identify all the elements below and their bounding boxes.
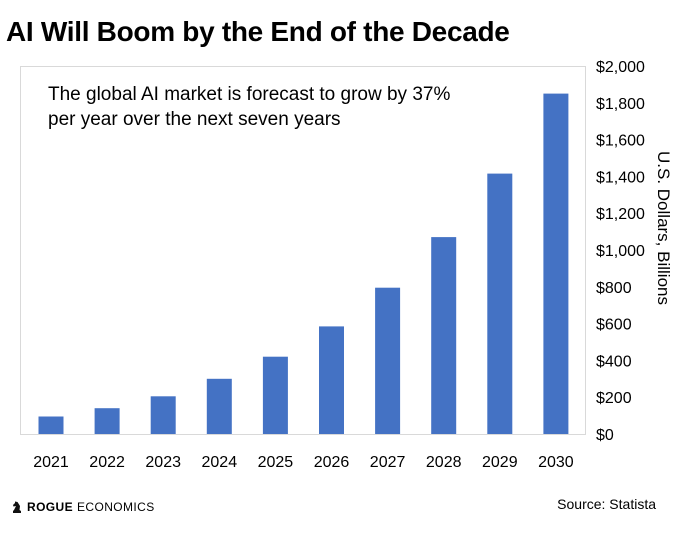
x-tick-label: 2028 <box>426 454 462 471</box>
chart-annotation-line-1: The global AI market is forecast to grow… <box>48 84 450 105</box>
chart-annotation-line-2: per year over the next seven years <box>48 109 341 130</box>
y-tick-label: $800 <box>596 280 632 297</box>
source-note: Source: Statista <box>557 496 656 512</box>
x-tick-label: 2029 <box>482 454 518 471</box>
x-tick-label: 2024 <box>202 454 238 471</box>
bar-2021 <box>38 416 64 434</box>
bar-2023 <box>150 396 176 434</box>
x-tick-label: 2027 <box>370 454 406 471</box>
bar-2026 <box>319 326 344 434</box>
brand-name-light: ECONOMICS <box>77 500 155 514</box>
x-tick-label: 2025 <box>258 454 294 471</box>
bar-2028 <box>431 237 457 434</box>
y-tick-labels: $0 $200 $400 $600 $800 $1,000 $1,200 $1,400 $1,6… <box>596 59 645 444</box>
y-tick-label: $2,000 <box>596 59 645 76</box>
bar-2027 <box>375 287 401 434</box>
y-tick-label: $1,600 <box>596 133 645 150</box>
x-tick-labels: 2021 2022 2023 2024 2025 2026 2027 2028 2029 2030 <box>33 454 574 471</box>
brand-logo: ROGUE ECONOMICS <box>10 500 155 514</box>
y-axis-label: U.S. Dollars, Billions <box>654 151 673 305</box>
y-tick-label: $1,400 <box>596 169 645 186</box>
bars-group <box>38 93 569 434</box>
y-tick-label: $1,000 <box>596 243 645 260</box>
x-tick-label: 2021 <box>33 454 69 471</box>
y-tick-label: $1,200 <box>596 206 645 223</box>
chart-annotation: The global AI market is forecast to grow… <box>48 84 456 130</box>
brand-name-strong: ROGUE <box>27 500 74 514</box>
y-tick-label: $1,800 <box>596 96 645 113</box>
bar-2025 <box>262 356 288 434</box>
x-tick-label: 2022 <box>89 454 125 471</box>
bar-2024 <box>206 378 232 434</box>
y-tick-label: $0 <box>596 427 614 444</box>
x-tick-label: 2030 <box>538 454 574 471</box>
y-tick-label: $200 <box>596 390 632 407</box>
bar-2022 <box>94 408 120 434</box>
x-tick-label: 2023 <box>145 454 181 471</box>
y-tick-label: $600 <box>596 317 632 334</box>
bar-2029 <box>487 173 513 434</box>
x-tick-label: 2026 <box>314 454 350 471</box>
chart-title: AI Will Boom by the End of the Decade <box>6 16 510 47</box>
bar-2030 <box>543 93 569 434</box>
y-tick-label: $400 <box>596 353 632 370</box>
knight-icon <box>13 501 21 513</box>
plot-area-frame <box>20 66 586 435</box>
